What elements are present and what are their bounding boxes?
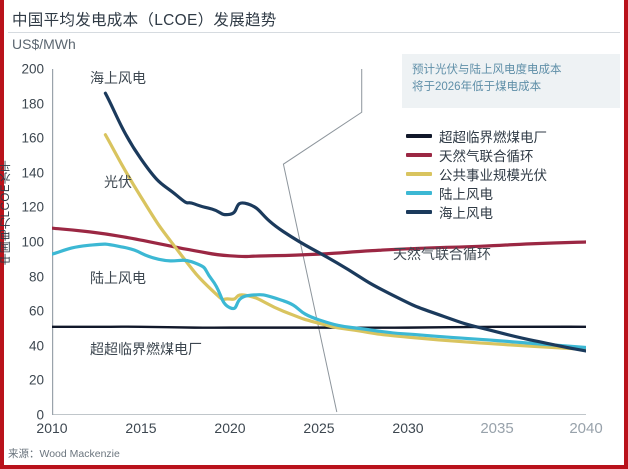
series-inline-label: 光伏 — [104, 174, 132, 190]
y-axis-tick-labels: 0 20 40 60 80 100 120 140 160 180 200 — [0, 62, 48, 423]
legend-item[interactable]: 陆上风电 — [406, 183, 547, 202]
legend-item[interactable]: 公共事业规模光伏 — [406, 164, 547, 183]
series-line — [52, 226, 586, 259]
annotation-box — [402, 54, 620, 108]
legend-item[interactable]: 海上风电 — [406, 202, 547, 221]
legend-item[interactable]: 天然气联合循环 — [406, 145, 547, 164]
x-tick-label: 2020 — [214, 420, 246, 436]
legend-item[interactable]: 超超临界燃煤电厂 — [406, 126, 547, 145]
legend-color-swatch — [406, 133, 432, 138]
x-tick-label: 2035 — [480, 420, 514, 437]
series-line — [52, 325, 586, 329]
annotation-leader-line — [282, 69, 363, 413]
y-tick-label: 40 — [28, 338, 44, 354]
chart-title: 中国平均发电成本（LCOE）发展趋势 — [12, 12, 277, 29]
legend-item-label: 海上风电 — [439, 205, 493, 221]
legend-item-label: 超超临界燃煤电厂 — [439, 129, 547, 145]
y-tick-label: 200 — [21, 61, 44, 77]
legend-color-swatch — [406, 152, 432, 157]
x-tick-label: 2025 — [303, 420, 335, 436]
decorative-bottom-border — [0, 465, 628, 469]
series-inline-label: 陆上风电 — [90, 270, 146, 286]
axis-lines — [52, 69, 586, 415]
series-inline-label: 天然气联合循环 — [393, 246, 491, 262]
plot-svg — [52, 69, 586, 415]
y-tick-label: 100 — [21, 234, 44, 250]
legend-item-label: 陆上风电 — [439, 186, 493, 202]
decorative-right-border — [624, 0, 628, 469]
annotation-line-2: 将于2026年低于煤电成本 — [412, 80, 542, 93]
legend-color-swatch — [406, 171, 432, 176]
series-line — [52, 242, 586, 350]
series-line — [103, 133, 586, 351]
y-tick-label: 120 — [21, 199, 44, 215]
x-axis-tick-labels: 2010 2015 2020 2025 2030 2035 2040 — [0, 420, 628, 444]
series-inline-label: 海上风电 — [90, 70, 146, 86]
x-tick-label: 2040 — [569, 420, 603, 437]
annotation-line-1: 预计光伏与陆上风电度电成本 — [412, 64, 562, 76]
legend-color-swatch — [406, 209, 432, 214]
annotation-text: 预计光伏与陆上风电度电成本 将于2026年低于煤电成本 — [412, 62, 616, 95]
x-tick-label: 2010 — [36, 420, 68, 436]
source-note: 来源：Wood Mackenzie — [8, 448, 120, 460]
legend-item-label: 天然气联合循环 — [439, 148, 534, 164]
chart-legend: 超超临界燃煤电厂 天然气联合循环 公共事业规模光伏 陆上风电海上风电 — [406, 126, 547, 221]
series-line — [103, 91, 586, 353]
series-inline-label: 超超临界燃煤电厂 — [90, 341, 202, 357]
chart-unit-label: US$/MWh — [12, 36, 76, 52]
decorative-left-border — [0, 0, 4, 469]
y-tick-label: 0 — [36, 407, 44, 423]
y-tick-label: 80 — [28, 269, 44, 285]
y-tick-label: 60 — [28, 303, 44, 319]
plot-area — [52, 69, 586, 415]
legend-color-swatch — [406, 190, 432, 195]
y-tick-label: 140 — [21, 165, 44, 181]
legend-item-label: 公共事业规模光伏 — [439, 167, 547, 183]
y-tick-label: 20 — [28, 372, 44, 388]
x-tick-label: 2030 — [392, 420, 424, 436]
title-divider — [8, 32, 620, 33]
x-tick-label: 2015 — [125, 420, 157, 436]
y-tick-label: 180 — [21, 96, 44, 112]
y-tick-label: 160 — [21, 130, 44, 146]
